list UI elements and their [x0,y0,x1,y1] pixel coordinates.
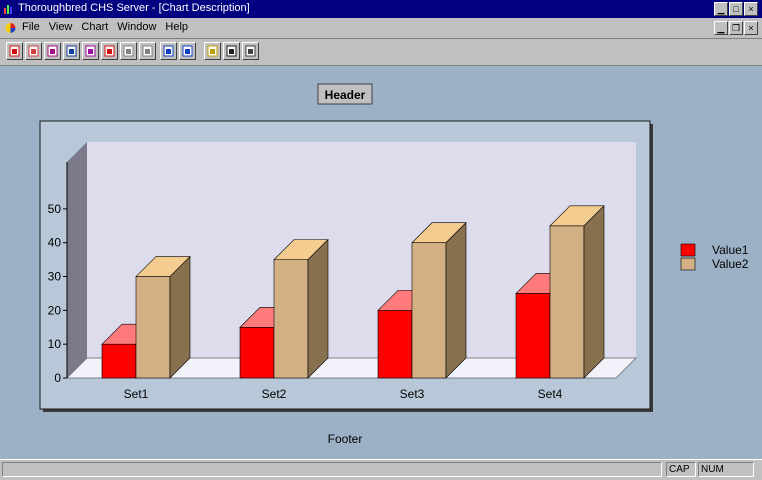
close-button[interactable]: × [744,2,758,16]
print-button[interactable] [242,42,259,60]
bar-chart-icon [28,45,39,57]
open-folder-button[interactable] [204,42,221,60]
menu-help[interactable]: Help [165,21,189,33]
x-tick-label: Set2 [262,387,287,401]
pie-chart-button[interactable] [6,42,23,60]
y-tick-label: 10 [48,337,62,351]
x-tick-label: Set1 [124,387,149,401]
chart-title: Header [325,88,366,102]
stacked-bar-icon [123,45,134,57]
chart-header-box [317,83,373,105]
legend-swatch-1 [680,243,696,257]
stacked-bar-button[interactable] [120,42,137,60]
app-icon [4,5,12,14]
bar-value2-1-side [169,255,191,379]
bar-value2-4-front [549,225,585,379]
bar-value2-2-side [307,238,329,379]
status-num: NUM [698,462,754,477]
y-tick-label: 20 [48,303,62,317]
bar-chart-button[interactable] [25,42,42,60]
menu-window[interactable]: Window [117,21,157,33]
status-bar: CAP NUM [0,459,762,480]
x-tick-label: Set4 [538,387,563,401]
maximize-button[interactable]: □ [729,2,743,16]
bar-value2-1 [135,255,191,379]
bar-value1-4-front [515,293,551,379]
chart-svg: Header 0 10 20 30 40 50 Set1 Set2 Set3 Set4 Value1V… [39,83,749,446]
chart-data-icon [163,45,174,57]
title-bar: Thoroughbred CHS Server - [Chart Descrip… [0,0,762,18]
status-cap: CAP [666,462,696,477]
area-chart-button[interactable] [82,42,99,60]
pie-chart-icon [9,45,20,57]
doc-close-button[interactable]: × [744,21,758,35]
window-title: Thoroughbred CHS Server - [Chart Descrip… [18,2,250,14]
menu-bar: File View Chart Window Help ▁ ❐ × [0,18,762,39]
chart-workspace: Header 0 10 20 30 40 50 Set1 Set2 Set3 Set4 Value1 V… [0,66,762,459]
legend-label-1: Value1 [712,243,749,257]
legend-label-2: Value2 [712,257,749,271]
gantt-chart-button[interactable] [139,42,156,60]
menu-view[interactable]: View [48,21,73,33]
hilo-chart-icon [104,45,115,57]
menu-chart[interactable]: Chart [81,21,109,33]
chart-options-icon [182,45,193,57]
bar-value1-3-front [377,310,413,379]
gantt-chart-icon [142,45,153,57]
y-tick-label: 30 [48,270,62,284]
x-tick-label: Set3 [400,387,425,401]
chart-data-button[interactable] [160,42,177,60]
open-folder-icon [207,45,218,57]
bar-value2-3 [411,222,467,379]
y-tick-label: 40 [48,236,62,250]
legend-swatch-2 [680,257,696,271]
print-icon [245,45,256,57]
bar-value2-4-side [583,205,605,379]
line-chart-button[interactable] [63,42,80,60]
doc-restore-button[interactable]: ❐ [729,21,743,35]
bar-value2-3-side [445,222,467,379]
column-chart-button[interactable] [44,42,61,60]
bar-value2-4 [549,205,605,379]
menu-file[interactable]: File [22,21,40,33]
minimize-button[interactable]: ▁ [714,2,728,16]
area-chart-icon [85,45,96,57]
chart-footer: Footer [328,432,363,446]
chart-left-wall [67,142,87,378]
bar-value1-2-front [239,326,275,379]
bar-value2-2-front [273,259,309,379]
line-chart-icon [66,45,77,57]
status-message [2,462,662,477]
save-icon [226,45,237,57]
hilo-chart-button[interactable] [101,42,118,60]
y-tick-label: 0 [54,371,61,385]
bar-value2-2 [273,238,329,379]
chart-options-button[interactable] [179,42,196,60]
bar-value2-1-front [135,276,171,379]
column-chart-icon [47,45,58,57]
y-tick-label: 50 [48,202,62,216]
document-icon[interactable] [4,22,17,34]
doc-minimize-button[interactable]: ▁ [714,21,728,35]
toolbar [0,39,762,66]
bar-value2-3-front [411,242,447,379]
bar-value1-1-front [101,343,137,379]
save-button[interactable] [223,42,240,60]
